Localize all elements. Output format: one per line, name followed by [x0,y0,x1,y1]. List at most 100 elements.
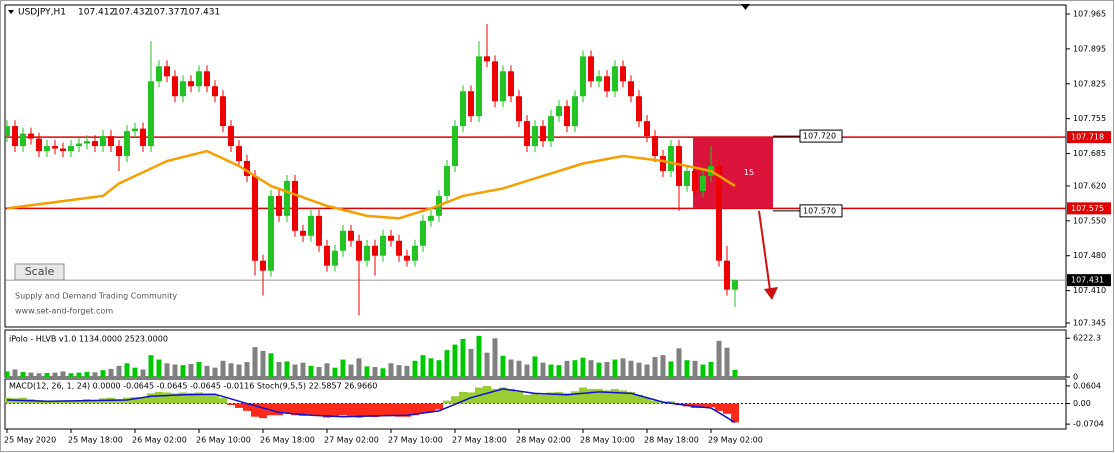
candle-body [348,230,354,241]
volume-bar [140,369,146,377]
x-tick-label: 26 May 10:00 [196,436,251,445]
macd-bar [531,393,539,404]
macd-bar [155,391,163,404]
candle-body [172,76,178,97]
macd-bar [643,397,651,404]
volume-bar [164,363,170,377]
macd-bar [163,392,171,404]
volume-bar [124,363,130,377]
macd-bar [483,386,491,404]
volume-bar [636,362,642,377]
volume-bar [52,372,58,377]
candle-body [532,126,538,147]
volume-bar [492,338,498,377]
volume-bar [308,365,314,377]
volume-bar [604,362,610,377]
macd-bar [195,392,203,404]
macd-bar [43,400,51,404]
volume-bar [428,358,434,377]
macd-bar [355,403,363,418]
candle-body [572,96,578,127]
volume-bar [292,364,298,377]
candle-body [204,71,210,87]
candle-body [604,76,610,92]
volume-bar [236,364,242,377]
volume-bar [716,340,722,377]
macd-bar [571,391,579,404]
x-tick-label: 27 May 18:00 [452,436,507,445]
macd-bar [587,388,595,404]
macd-bar [563,393,571,404]
volume-bar [444,350,450,377]
volume-bar [644,364,650,377]
macd-title: MACD(12, 26, 1, 24) 0.0000 -0.0645 -0.06… [9,382,377,391]
volume-bar [404,365,410,377]
candle-body [676,146,682,186]
candle-body [20,133,26,147]
candle-body [132,128,138,132]
macd-bar [387,403,395,417]
open-price: 107.412 [78,8,115,18]
y-tick-label: 107.965 [1073,9,1106,18]
y-tick-label: 107.345 [1073,319,1106,328]
x-tick-label: 27 May 02:00 [324,436,379,445]
y-tick-label: 6222.3 [1073,334,1101,343]
macd-bar [547,392,555,404]
y-tick-label: 107.685 [1073,149,1106,158]
macd-bar [651,400,659,404]
candle-body [444,166,450,196]
candle-body [412,245,418,261]
candle-body [388,235,394,241]
macd-bar [227,403,235,406]
macd-bar [243,403,251,411]
arrow-head [764,287,778,300]
candle-body [476,56,482,117]
volume-bar [300,362,306,377]
volume-bar [84,372,90,377]
macd-bar [219,397,227,404]
volume-bar [676,348,682,377]
candle-body [116,146,122,157]
macd-bar [347,403,355,416]
candle-body [660,156,666,171]
candle-body [612,66,618,92]
volume-bar [396,365,402,377]
last-price-box [1067,274,1111,287]
macd-bar [179,392,187,404]
volume-bar [580,357,586,377]
level-price-box [1067,131,1111,144]
volume-bar [132,367,138,377]
volume-bar [380,368,386,377]
zone-label: 15 [744,168,754,177]
volume-bar [108,368,114,377]
candle-body [700,175,706,191]
macd [5,386,1066,424]
volume-bar [348,364,354,377]
candle-body [564,106,570,127]
volume-bar [68,373,74,377]
macd-bar [339,403,347,416]
macd-bar [699,403,707,408]
x-tick-label: 25 May 2020 [4,436,56,445]
volume-bar [372,367,378,377]
volume-bar [204,365,210,377]
button-label[interactable]: Scale [25,265,55,278]
volume-bar [652,357,658,377]
macd-bar [403,403,411,417]
volume-bar [364,366,370,377]
volume-bar [700,364,706,377]
x-tick-label: 29 May 02:00 [708,436,763,445]
volume-bar [660,355,666,377]
scale-button[interactable]: Scale [14,263,65,281]
volume-bar [468,348,474,377]
candle-body [580,56,586,97]
candle-body [220,96,226,127]
zone-label-box [799,129,843,143]
menu-arrow[interactable] [8,10,14,14]
candle-body [620,66,626,82]
y-tick-label: 0.0604 [1073,381,1101,390]
candle-body [652,136,658,157]
candle-body [108,136,114,147]
y-tick-label: -0.0704 [1073,420,1104,429]
